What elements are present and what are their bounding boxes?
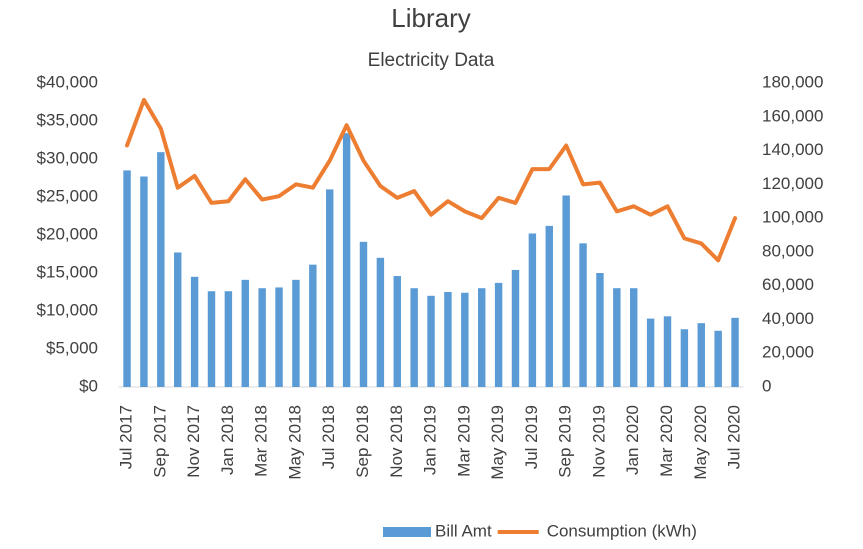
bar	[427, 295, 435, 387]
y2-tick-label: 80,000	[762, 241, 814, 260]
y-tick-label: $20,000	[37, 224, 98, 243]
bar	[461, 292, 469, 387]
line	[125, 97, 738, 263]
x-tick-label: Sep 2017	[150, 405, 169, 478]
bar	[613, 288, 621, 387]
bar	[173, 252, 182, 387]
bar	[275, 287, 283, 387]
bar	[140, 176, 148, 387]
bar	[579, 243, 587, 387]
y-tick-label: $25,000	[37, 186, 98, 205]
bar	[478, 288, 486, 387]
y-tick-label: $35,000	[37, 110, 98, 129]
x-tick-label: May 2018	[285, 405, 304, 480]
x-tick-label: Nov 2019	[589, 405, 608, 478]
x-tick-label: Jan 2019	[421, 405, 440, 475]
bar	[393, 276, 401, 387]
y-tick-label: $15,000	[37, 262, 98, 281]
y2-tick-label: 120,000	[762, 174, 823, 193]
y2-tick-label: 100,000	[762, 208, 823, 227]
bar	[714, 330, 722, 387]
bar	[359, 241, 368, 387]
y2-tick-label: 40,000	[762, 309, 814, 328]
bar	[444, 292, 452, 387]
legend-label: Consumption (kWh)	[547, 521, 697, 540]
x-tick-label: Jul 2019	[522, 405, 541, 469]
y2-tick-label: 0	[762, 376, 771, 395]
bar	[410, 288, 418, 387]
x-tick-label: Nov 2017	[184, 405, 203, 478]
bar	[680, 329, 689, 387]
y2-tick-label: 160,000	[762, 106, 823, 125]
bar	[190, 276, 199, 387]
bar	[258, 288, 266, 387]
bar	[309, 264, 317, 387]
bar	[663, 316, 672, 387]
bar	[241, 279, 249, 387]
legend-swatch	[383, 527, 431, 537]
y-tick-label: $0	[79, 376, 98, 395]
bar	[224, 291, 233, 387]
bar	[157, 152, 165, 387]
bar	[494, 282, 503, 387]
x-tick-label: Sep 2019	[556, 405, 575, 478]
bar	[123, 170, 131, 387]
x-tick-label: Mar 2019	[454, 405, 473, 477]
bar	[528, 233, 537, 387]
legend-label: Bill Amt	[435, 521, 492, 540]
x-tick-label: Sep 2018	[353, 405, 372, 478]
y2-tick-label: 20,000	[762, 343, 814, 362]
x-tick-label: Jan 2018	[218, 405, 237, 475]
x-tick-label: Jul 2017	[117, 405, 136, 469]
x-tick-label: Jul 2018	[319, 405, 338, 469]
x-tick-label: Mar 2018	[252, 405, 271, 477]
y2-tick-label: 60,000	[762, 275, 814, 294]
y-tick-label: $10,000	[37, 300, 98, 319]
bar	[596, 273, 604, 387]
bar	[207, 291, 216, 387]
bar	[342, 133, 351, 387]
bar	[731, 317, 739, 387]
y2-tick-label: 140,000	[762, 140, 823, 159]
x-tick-label: May 2019	[488, 405, 507, 480]
bar	[292, 279, 300, 387]
bar	[545, 225, 553, 387]
y-tick-label: $5,000	[46, 338, 98, 357]
x-tick-label: Jan 2020	[623, 405, 642, 475]
bar	[697, 323, 705, 387]
bar	[325, 189, 334, 387]
x-tick-label: Mar 2020	[657, 405, 676, 477]
chart-subtitle: Electricity Data	[368, 50, 495, 71]
bar	[376, 257, 385, 387]
y-tick-label: $40,000	[37, 72, 98, 91]
bar	[630, 288, 638, 387]
x-tick-label: Jul 2020	[725, 405, 744, 469]
x-tick-label: May 2020	[691, 405, 710, 480]
x-tick-label: Nov 2018	[387, 405, 406, 478]
y-tick-label: $30,000	[37, 148, 98, 167]
bar	[646, 318, 655, 387]
chart-title: Library	[391, 3, 470, 33]
bar	[511, 269, 520, 387]
y2-tick-label: 180,000	[762, 72, 823, 91]
bar	[562, 195, 570, 387]
